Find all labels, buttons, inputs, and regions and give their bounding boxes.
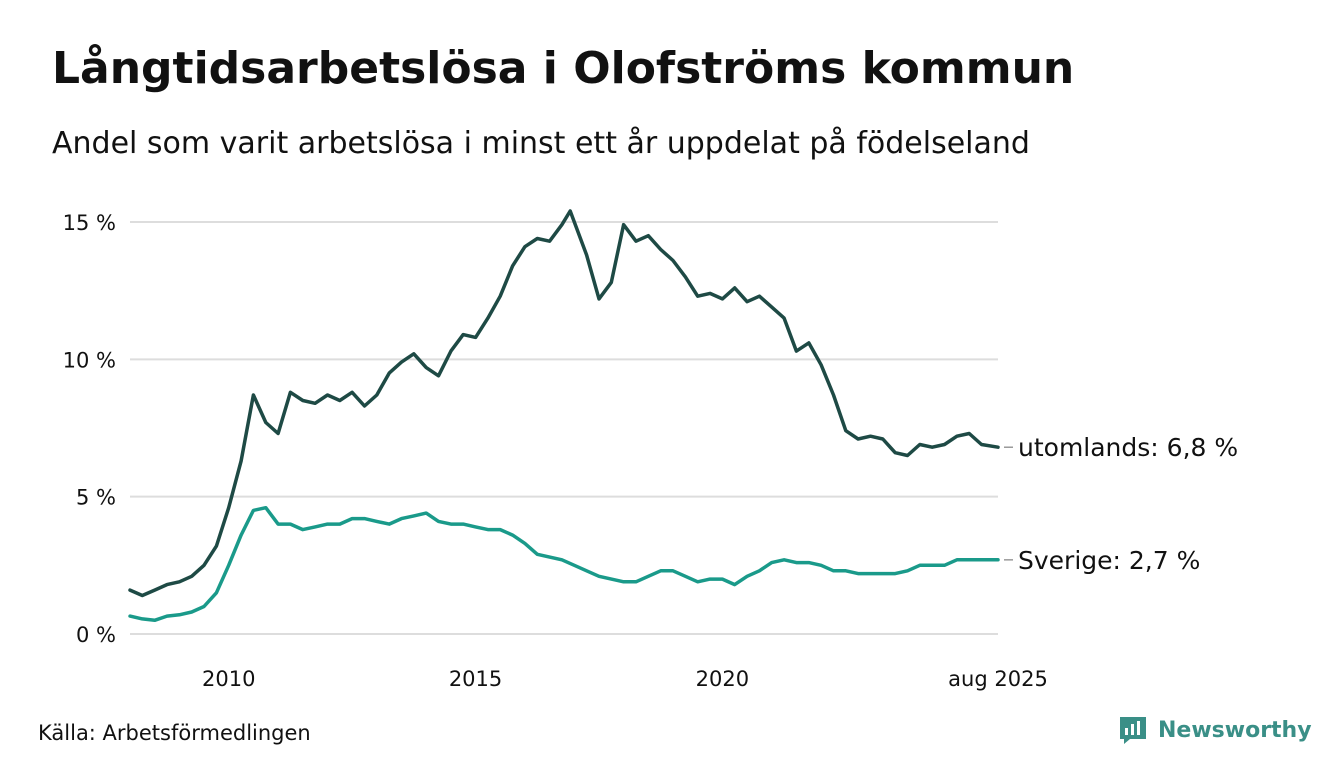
x-tick-label-2020: 2020: [696, 667, 749, 691]
series-line-sverige: [128, 505, 1000, 623]
series-end-labels: utomlands: 6,8 % Sverige: 2,7 %: [1004, 433, 1238, 575]
series-line-utomlands: [128, 209, 1000, 598]
x-tick-label-2015: 2015: [449, 667, 502, 691]
newsworthy-logo: Newsworthy: [1118, 712, 1312, 748]
y-tick-label-10: 10 %: [63, 348, 116, 372]
end-label-sverige: Sverige: 2,7 %: [1018, 546, 1200, 575]
brand-name: Newsworthy: [1158, 717, 1312, 743]
chart-title: Långtidsarbetslösa i Olofströms kommun: [52, 43, 1075, 94]
y-axis-ticks: 0 % 5 % 10 % 15 %: [63, 211, 116, 647]
y-tick-label-5: 5 %: [76, 486, 116, 510]
chart-subtitle: Andel som varit arbetslösa i minst ett å…: [52, 126, 1030, 161]
x-axis-ticks: 2010 2015 2020 aug 2025: [202, 667, 1048, 691]
y-tick-label-0: 0 %: [76, 623, 116, 647]
series-lines: [128, 209, 1000, 623]
x-tick-label-aug-2025: aug 2025: [948, 667, 1048, 691]
source-note: Källa: Arbetsförmedlingen: [38, 721, 311, 745]
x-tick-label-2010: 2010: [202, 667, 255, 691]
chart-bubble-icon: [1120, 717, 1146, 744]
y-tick-label-15: 15 %: [63, 211, 116, 235]
end-label-utomlands: utomlands: 6,8 %: [1018, 433, 1238, 462]
